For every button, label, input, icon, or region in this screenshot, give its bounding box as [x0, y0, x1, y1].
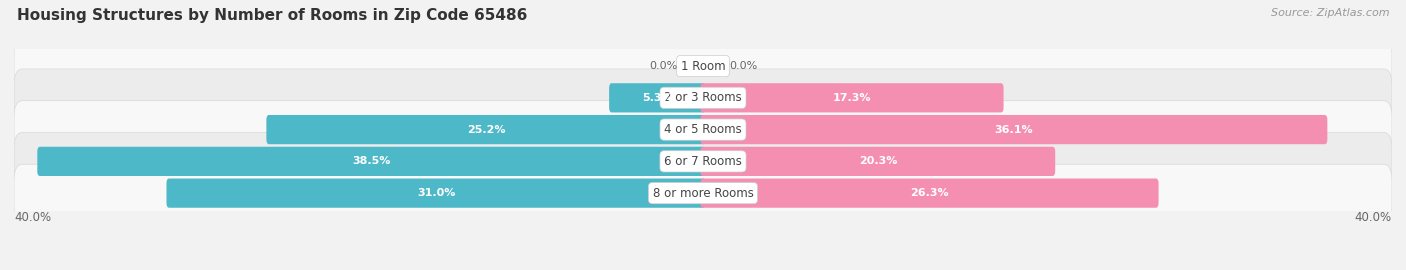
Text: 2 or 3 Rooms: 2 or 3 Rooms	[664, 91, 742, 104]
Text: 36.1%: 36.1%	[994, 124, 1033, 135]
Text: 25.2%: 25.2%	[467, 124, 505, 135]
FancyBboxPatch shape	[14, 164, 1392, 222]
Text: Housing Structures by Number of Rooms in Zip Code 65486: Housing Structures by Number of Rooms in…	[17, 8, 527, 23]
Text: 4 or 5 Rooms: 4 or 5 Rooms	[664, 123, 742, 136]
Text: 40.0%: 40.0%	[1355, 211, 1392, 224]
Text: 1 Room: 1 Room	[681, 60, 725, 73]
FancyBboxPatch shape	[14, 101, 1392, 158]
FancyBboxPatch shape	[166, 178, 706, 208]
FancyBboxPatch shape	[38, 147, 706, 176]
FancyBboxPatch shape	[609, 83, 706, 112]
Text: 0.0%: 0.0%	[650, 61, 678, 71]
Text: 0.0%: 0.0%	[728, 61, 756, 71]
Text: 17.3%: 17.3%	[832, 93, 872, 103]
FancyBboxPatch shape	[266, 115, 706, 144]
Legend: Owner-occupied, Renter-occupied: Owner-occupied, Renter-occupied	[575, 266, 831, 270]
FancyBboxPatch shape	[700, 115, 1327, 144]
FancyBboxPatch shape	[700, 178, 1159, 208]
Text: Source: ZipAtlas.com: Source: ZipAtlas.com	[1271, 8, 1389, 18]
Text: 26.3%: 26.3%	[910, 188, 949, 198]
Text: 20.3%: 20.3%	[859, 156, 897, 166]
Text: 8 or more Rooms: 8 or more Rooms	[652, 187, 754, 200]
FancyBboxPatch shape	[14, 69, 1392, 127]
FancyBboxPatch shape	[14, 133, 1392, 190]
FancyBboxPatch shape	[14, 37, 1392, 95]
Text: 38.5%: 38.5%	[353, 156, 391, 166]
Text: 5.3%: 5.3%	[643, 93, 672, 103]
FancyBboxPatch shape	[700, 147, 1056, 176]
Text: 31.0%: 31.0%	[416, 188, 456, 198]
Text: 6 or 7 Rooms: 6 or 7 Rooms	[664, 155, 742, 168]
Text: 40.0%: 40.0%	[14, 211, 51, 224]
FancyBboxPatch shape	[700, 83, 1004, 112]
